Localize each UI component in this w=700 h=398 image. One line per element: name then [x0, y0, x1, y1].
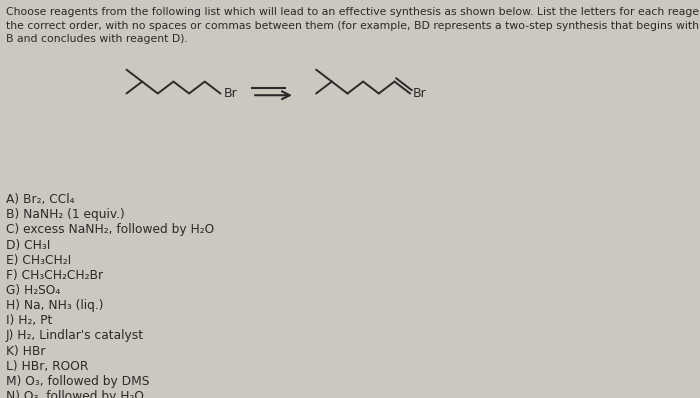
Text: C) excess NaNH₂, followed by H₂O: C) excess NaNH₂, followed by H₂O — [6, 223, 214, 236]
Text: Choose reagents from the following list which will lead to an effective synthesi: Choose reagents from the following list … — [6, 7, 700, 44]
Text: F) CH₃CH₂CH₂Br: F) CH₃CH₂CH₂Br — [6, 269, 103, 282]
Text: N) O₃, followed by H₂O: N) O₃, followed by H₂O — [6, 390, 143, 398]
Text: Br: Br — [413, 87, 427, 100]
Text: H) Na, NH₃ (liq.): H) Na, NH₃ (liq.) — [6, 299, 103, 312]
Text: Br: Br — [223, 87, 237, 100]
Text: A) Br₂, CCl₄: A) Br₂, CCl₄ — [6, 193, 74, 206]
Text: G) H₂SO₄: G) H₂SO₄ — [6, 284, 60, 297]
Text: L) HBr, ROOR: L) HBr, ROOR — [6, 360, 88, 373]
Text: K) HBr: K) HBr — [6, 345, 46, 357]
Text: I) H₂, Pt: I) H₂, Pt — [6, 314, 52, 327]
Text: J) H₂, Lindlar's catalyst: J) H₂, Lindlar's catalyst — [6, 330, 143, 342]
Text: D) CH₃I: D) CH₃I — [6, 238, 50, 252]
Text: B) NaNH₂ (1 equiv.): B) NaNH₂ (1 equiv.) — [6, 208, 125, 221]
Text: M) O₃, followed by DMS: M) O₃, followed by DMS — [6, 375, 149, 388]
Text: E) CH₃CH₂I: E) CH₃CH₂I — [6, 254, 71, 267]
